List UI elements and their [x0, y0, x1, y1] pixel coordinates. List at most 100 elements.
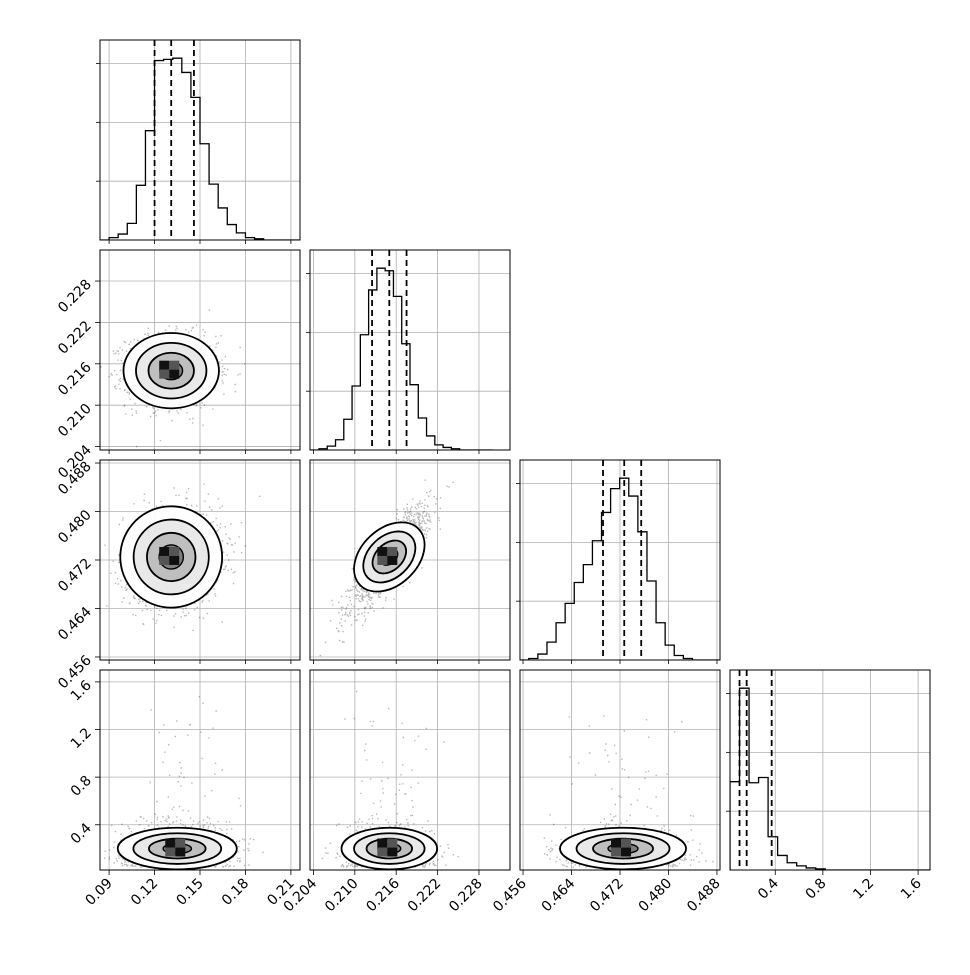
histogram-marks	[310, 250, 493, 450]
density-cell	[377, 546, 388, 556]
histogram-bar	[209, 184, 218, 240]
panel-frame	[309, 459, 511, 661]
histogram-bar	[236, 233, 245, 240]
x-tick-label: 0.456	[490, 875, 530, 915]
x-tick-label: 0.12	[128, 876, 161, 909]
x-tick-label: 0.222	[405, 876, 445, 916]
histogram-panel-0	[96, 39, 301, 241]
y-tick-label: 0.222	[55, 318, 95, 358]
scatter-panel-0-1	[99, 249, 301, 451]
histogram-bar	[327, 446, 335, 450]
histogram-step	[730, 687, 930, 870]
histogram-step	[100, 57, 300, 240]
histogram-bar	[155, 61, 164, 240]
x-tick-label: 0.488	[684, 876, 724, 916]
histogram-bar	[173, 58, 182, 240]
x-tick-label: 0.228	[446, 876, 486, 916]
x-tick-label: 0.18	[219, 876, 252, 909]
histogram-bar	[611, 489, 620, 660]
x-tick-label: 1.6	[898, 875, 925, 902]
y-tick-label: 0.480	[55, 507, 95, 547]
density-cell	[165, 838, 176, 848]
density-cell	[377, 847, 388, 857]
scatter-panel-1-2	[309, 459, 511, 661]
histogram-bar	[336, 440, 344, 450]
x-tick-label: 1.2	[850, 876, 877, 903]
histogram-panel-1	[306, 249, 511, 451]
x-tick-label: 0.472	[587, 876, 627, 916]
x-tick-label: 0.216	[363, 875, 403, 915]
histogram-bar	[191, 97, 200, 240]
histogram-bar	[127, 223, 136, 240]
histogram-bar	[592, 541, 601, 660]
histogram-bar	[574, 583, 583, 660]
histogram-bar	[145, 131, 154, 240]
histogram-bar	[344, 419, 352, 450]
scatter-panel-0-2	[99, 459, 301, 661]
density-cell	[169, 555, 180, 565]
scatter-panel-0-3	[99, 669, 301, 871]
histogram-bar	[787, 863, 797, 870]
histogram-marks	[520, 460, 720, 660]
histogram-bar	[218, 208, 227, 240]
histogram-bar	[410, 385, 418, 450]
scatter-marks	[100, 696, 264, 870]
panel-frame	[729, 669, 931, 871]
histogram-bar	[656, 623, 665, 660]
x-tick-label: 0.210	[322, 876, 362, 916]
histogram-step	[520, 477, 720, 660]
histogram-bar	[418, 418, 426, 450]
density-cell	[165, 847, 176, 857]
y-tick-label: 0.8	[68, 773, 95, 800]
x-tick-label: 0.464	[539, 875, 579, 915]
histogram-bar	[778, 855, 788, 870]
histogram-bar	[759, 778, 769, 870]
density-cell	[169, 369, 180, 379]
density-cell	[159, 360, 170, 370]
histogram-bar	[427, 436, 435, 450]
histogram-bar	[740, 688, 750, 870]
x-tick-label: 0.8	[803, 876, 830, 903]
density-cell	[387, 847, 398, 857]
density-cell	[159, 369, 170, 379]
x-tick-label: 0.09	[83, 876, 116, 909]
x-tick-label: 0.480	[636, 876, 676, 916]
scatter-marks	[321, 690, 459, 870]
histogram-bar	[118, 234, 127, 240]
histogram-bar	[547, 642, 556, 660]
histogram-panel-3	[726, 669, 931, 871]
histogram-bar	[200, 144, 209, 240]
y-tick-label: 1.2	[68, 725, 95, 752]
density-cell	[175, 847, 186, 857]
histogram-bar	[393, 296, 401, 450]
y-tick-label: 0.464	[55, 604, 95, 644]
histogram-bar	[583, 565, 592, 660]
histogram-bar	[565, 603, 574, 660]
histogram-bar	[538, 654, 547, 660]
density-cell	[387, 546, 398, 556]
panel-frame	[309, 669, 511, 871]
scatter-marks	[100, 309, 246, 448]
density-cell	[377, 555, 388, 565]
scatter-points	[100, 309, 246, 448]
histogram-bar	[638, 532, 647, 660]
histogram-bar	[730, 782, 740, 870]
x-tick-label: 0.4	[755, 875, 782, 902]
density-cell	[621, 847, 632, 857]
y-tick-label: 0.216	[55, 359, 95, 399]
histogram-bar	[647, 581, 656, 660]
scatter-marks	[543, 715, 714, 870]
histogram-bar	[768, 837, 778, 870]
histogram-bar	[435, 445, 443, 450]
density-cell	[621, 838, 632, 848]
density-cell	[159, 555, 170, 565]
histogram-bar	[665, 645, 674, 660]
histogram-bar	[136, 185, 145, 240]
histogram-bar	[360, 335, 368, 450]
histogram-bar	[674, 656, 683, 660]
panel-frame	[309, 249, 511, 451]
x-tick-label: 0.15	[173, 876, 206, 909]
histogram-step	[310, 267, 493, 450]
